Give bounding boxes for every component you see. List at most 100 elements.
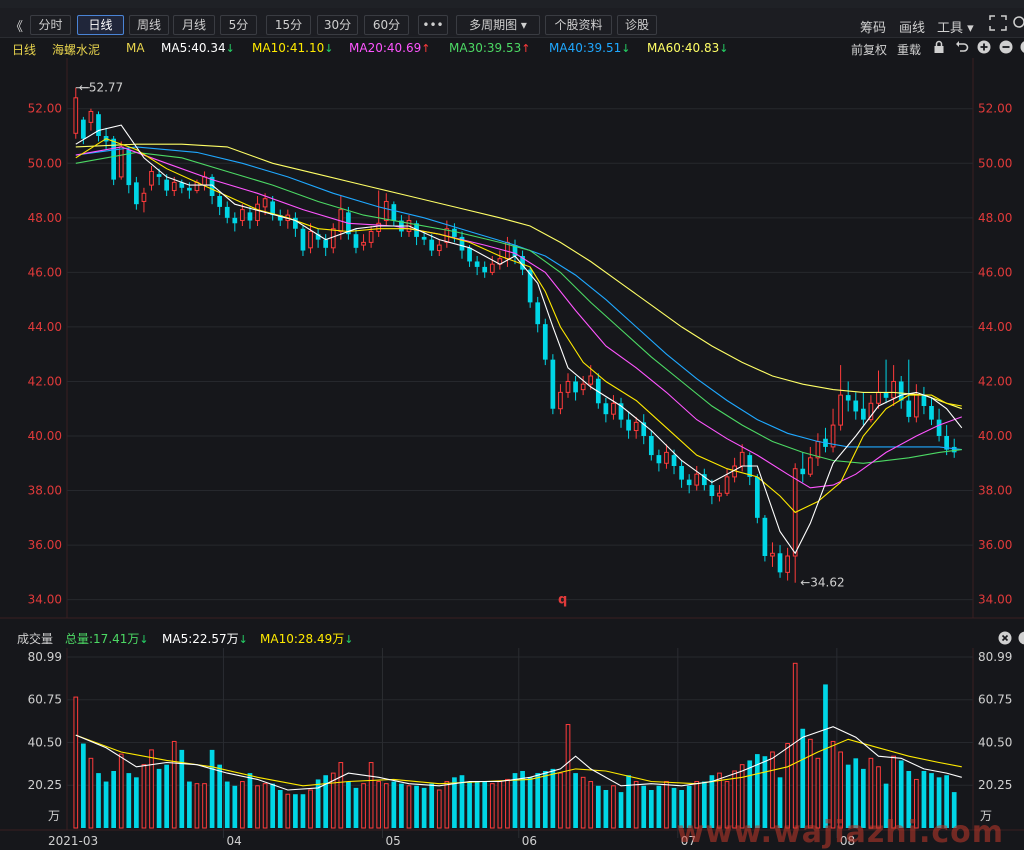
volume-bar [679, 789, 684, 828]
volume-bar [270, 783, 276, 828]
search-icon[interactable] [1012, 15, 1024, 35]
candle-body [580, 383, 586, 391]
volume-bar [807, 738, 813, 829]
candle-body [709, 485, 715, 496]
volume-bar [308, 789, 313, 829]
y-tick-label-left: 20.25 [28, 778, 62, 792]
tools-button[interactable]: 工具 ▾ [937, 21, 974, 36]
volume-bar [262, 783, 268, 829]
forward-adjust-button[interactable]: 前复权 [851, 43, 888, 57]
y-tick-label-left: 48.00 [28, 211, 62, 225]
period-button[interactable]: 30分 [317, 15, 358, 35]
candle-body [134, 182, 139, 205]
candle-body [898, 381, 904, 401]
volume-zoom-icon[interactable] [1018, 631, 1024, 648]
down-arrow-icon: ↓ [139, 633, 149, 646]
volume-bar [717, 772, 722, 829]
volume-bar [383, 783, 389, 829]
y-tick-label-right: 40.50 [978, 735, 1012, 749]
stock-name[interactable]: 海螺水泥 [52, 43, 101, 57]
draw-button[interactable]: 画线 [899, 21, 926, 36]
y-tick-label-right: 34.00 [978, 593, 1012, 607]
period-button[interactable]: 个股资料 [545, 15, 612, 35]
volume-bar [724, 781, 730, 829]
period-button[interactable]: 周线 [129, 15, 169, 35]
close-volume-icon[interactable] [998, 631, 1012, 648]
candle-body [436, 244, 442, 252]
period-button[interactable]: 15分 [266, 15, 311, 35]
y-tick-label-left: 50.00 [28, 156, 62, 170]
settings-icon[interactable] [1020, 40, 1024, 57]
ma60-line [75, 143, 962, 410]
period-button[interactable]: 月线 [173, 15, 215, 35]
ma5-line [75, 124, 963, 555]
volume-bar [542, 770, 548, 828]
volume-ma10-line [75, 734, 962, 787]
lock-icon[interactable] [933, 40, 945, 57]
volume-bar [739, 764, 745, 829]
volume-bar [914, 778, 919, 829]
x-tick-label: 06 [522, 834, 537, 848]
period-button[interactable]: 5分 [220, 15, 257, 35]
expand-icon[interactable] [989, 15, 1007, 35]
volume-bar [868, 757, 874, 829]
high-label: ←52.77 [79, 81, 123, 95]
period-button[interactable]: 60分 [364, 15, 409, 35]
volume-ma5-line [75, 726, 962, 791]
y-tick-label-right: 46.00 [978, 265, 1012, 279]
volume-bar [800, 728, 806, 828]
volume-bar [709, 775, 715, 828]
candle-body [686, 479, 692, 486]
chips-button[interactable]: 筹码 [860, 21, 887, 36]
ma-legend-bar: 日线 海螺水泥 MA MA5:40.34↓ MA10:41.10↓ MA20:4… [0, 38, 1024, 58]
candle-body [164, 179, 170, 191]
volume-bar [421, 787, 427, 828]
period-button[interactable]: 日线 [77, 15, 124, 35]
volume-bar [830, 740, 836, 829]
volume-title: 成交量 [17, 632, 54, 646]
period-button[interactable]: 多周期图 ▾ [456, 15, 540, 35]
y-tick-label-right: 52.00 [978, 102, 1012, 116]
price-chart[interactable]: 52.00 52.00 50.00 50.00 48.00 48.00 46.00 46.00… [0, 58, 1024, 628]
y-tick-label-left: 38.00 [28, 484, 62, 498]
volume-bar [399, 783, 404, 828]
undo-icon[interactable] [955, 40, 969, 57]
zoom-in-icon[interactable] [977, 40, 991, 57]
candle-body [520, 256, 525, 270]
collapse-icon[interactable]: 《 [10, 20, 24, 35]
ma-label[interactable]: MA [126, 41, 145, 55]
candle-body [838, 394, 843, 426]
y-tick-label-right: 50.00 [978, 156, 1012, 170]
candle-body [883, 392, 889, 398]
period-button[interactable]: ••• [418, 15, 448, 35]
candle-body [315, 234, 321, 240]
candle-body [860, 408, 866, 420]
candle-body [224, 206, 230, 218]
ma20-line [75, 146, 962, 489]
y-tick-label-right: 36.00 [978, 538, 1012, 552]
candle-body [656, 455, 662, 464]
ma40-value: MA40:39.51↓ [549, 41, 631, 55]
candle-body [830, 424, 836, 448]
volume-bar [194, 783, 200, 829]
volume-bar [346, 781, 351, 828]
volume-bar [81, 743, 86, 828]
volume-bar [595, 785, 601, 828]
volume-bar [823, 684, 828, 828]
volume-ma5: MA5:22.57万↓ [162, 632, 248, 646]
candle-body [944, 436, 949, 450]
reload-button[interactable]: 重载 [897, 43, 922, 57]
zoom-out-icon[interactable] [999, 40, 1013, 57]
candle-body [845, 395, 851, 401]
period-button[interactable]: 分时 [30, 15, 71, 35]
volume-bar [944, 775, 949, 828]
candle-body [489, 263, 495, 273]
candle-body [353, 234, 359, 248]
volume-chart[interactable]: 80.99 80.99 60.75 60.75 40.50 40.50 20.25 20.25… [0, 648, 1024, 850]
watermark: www.wajiazhi.com [676, 815, 1004, 850]
period-button[interactable]: 诊股 [617, 15, 657, 35]
candle-body [187, 187, 192, 191]
volume-bar [293, 794, 298, 828]
candle-body [891, 380, 896, 399]
volume-bar [255, 785, 260, 829]
